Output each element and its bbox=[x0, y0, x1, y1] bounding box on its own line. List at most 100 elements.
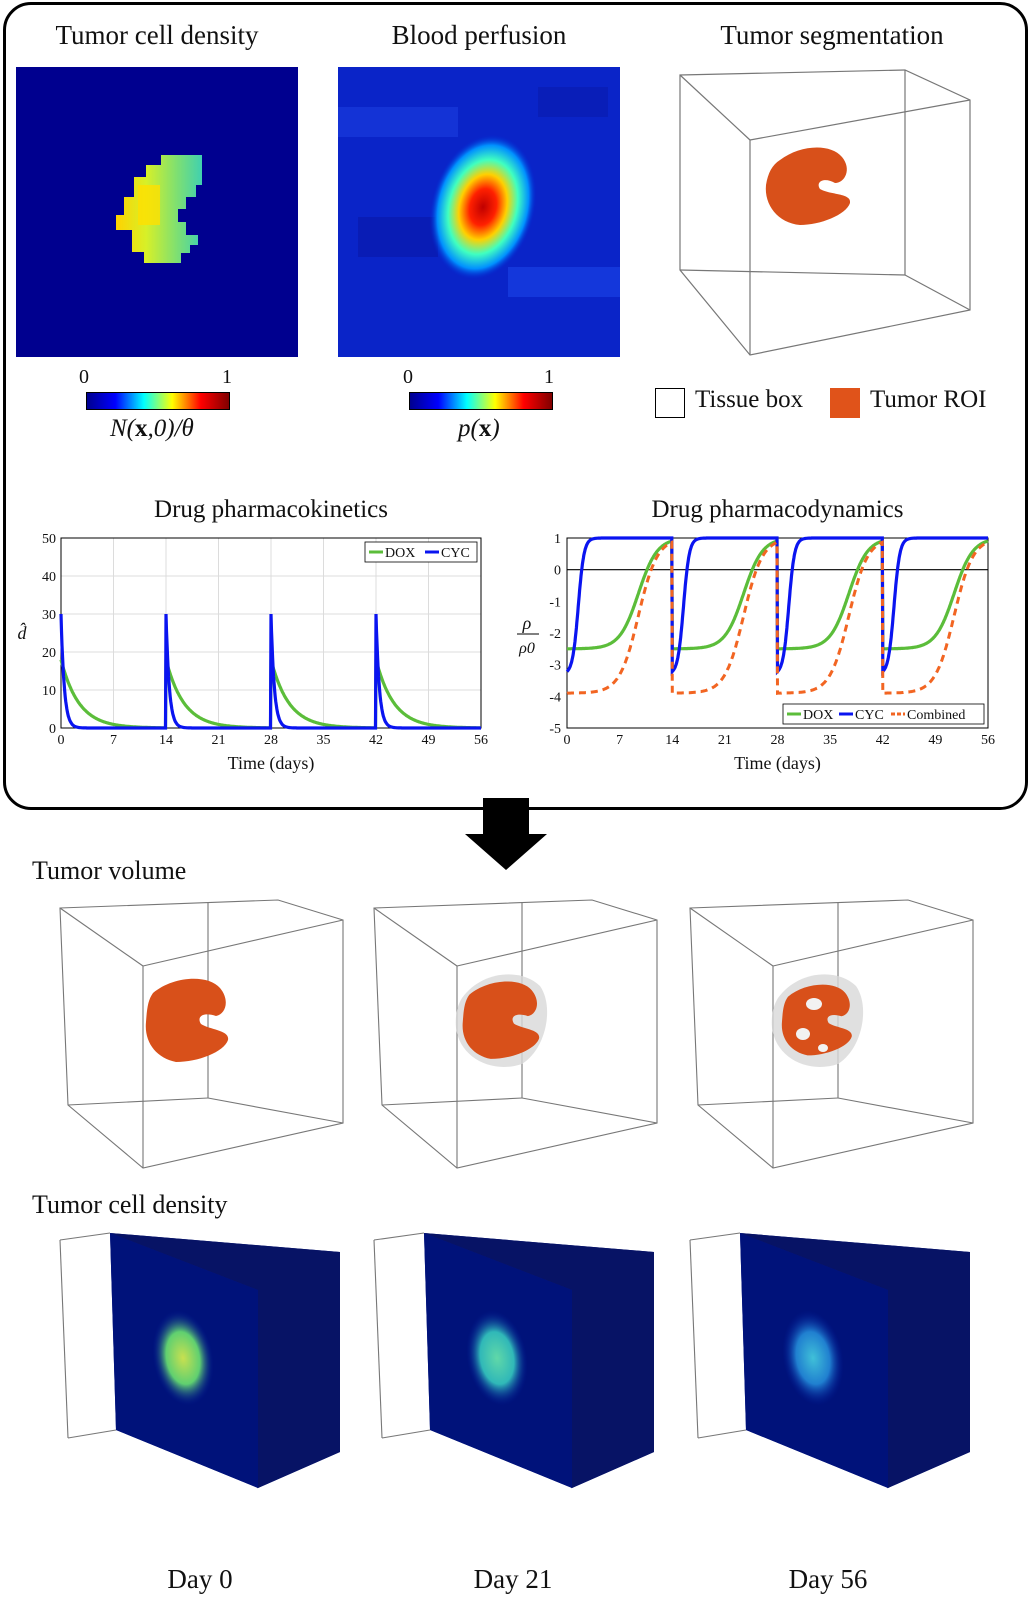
tissue-box-swatch bbox=[655, 388, 685, 418]
density-box-edge bbox=[59, 1232, 111, 1241]
tumor-cell-density-title: Tumor cell density bbox=[55, 20, 259, 50]
pd-xtick: 7 bbox=[616, 733, 623, 748]
pd-legend-cyc: CYC bbox=[855, 708, 884, 723]
pk-ylabel: d̂ bbox=[18, 622, 28, 643]
pd-ylabel-num: ρ bbox=[522, 613, 532, 633]
tumor-hole bbox=[818, 1044, 828, 1052]
pk-title: Drug pharmacokinetics bbox=[154, 496, 388, 523]
pd-ytick: -2 bbox=[549, 627, 561, 642]
pk-xtick: 14 bbox=[159, 733, 173, 748]
tumor-roi-label: Tumor ROI bbox=[870, 386, 987, 413]
pk-legend-box bbox=[364, 541, 478, 563]
density-side-face-1 bbox=[424, 1233, 654, 1488]
tumor-hole bbox=[796, 1028, 810, 1040]
density-box-edge bbox=[59, 1239, 69, 1439]
tumor-density-3d-0 bbox=[59, 1232, 340, 1489]
pk-xtick: 0 bbox=[58, 733, 65, 748]
pd-series-combined bbox=[566, 539, 989, 696]
tumor-hole bbox=[806, 998, 822, 1010]
pk-ytick: 50 bbox=[42, 532, 56, 547]
pk-ytick: 40 bbox=[42, 570, 56, 585]
cb2-colorbar bbox=[409, 392, 553, 410]
pd-xtick: 0 bbox=[564, 733, 571, 748]
pharmacodynamics-chart: Drug pharmacodynamics 0 7 14 21 28 35 42 49 56 -5 -… bbox=[517, 496, 995, 774]
volume-box-edge bbox=[837, 1097, 974, 1124]
tumor-volume-3d-0 bbox=[59, 899, 344, 1169]
pd-xtick: 56 bbox=[981, 733, 995, 748]
volume-box-edge bbox=[521, 1097, 658, 1124]
tumor-volume-3d-1 bbox=[373, 899, 658, 1169]
volume-box-edge bbox=[59, 907, 144, 967]
tumor-cell-density-row-title: Tumor cell density bbox=[32, 1190, 228, 1219]
pd-legend-combined: Combined bbox=[907, 708, 965, 723]
cb1-label: N(x,0)/θ bbox=[110, 415, 194, 442]
pd-legend-box bbox=[782, 703, 985, 725]
volume-box-edge bbox=[67, 1097, 209, 1106]
blood-perfusion-title: Blood perfusion bbox=[391, 20, 567, 50]
pk-xtick: 35 bbox=[317, 733, 331, 748]
pk-series-cyc bbox=[59, 613, 481, 730]
density-side-face-2 bbox=[740, 1233, 970, 1488]
density-blob-0 bbox=[152, 1310, 214, 1406]
pk-xtick: 49 bbox=[422, 733, 436, 748]
pd-xlabel: Time (days) bbox=[734, 753, 821, 774]
density-box-edge bbox=[373, 1239, 383, 1439]
pk-ytick: 10 bbox=[42, 684, 56, 699]
volume-box-edge bbox=[456, 919, 658, 967]
pd-xtick: 49 bbox=[928, 733, 942, 748]
blood-perfusion-map bbox=[338, 67, 620, 357]
volume-box-0 bbox=[59, 899, 344, 1169]
day-label-1: Day 21 bbox=[473, 1564, 553, 1594]
pd-ytick: -5 bbox=[549, 722, 561, 737]
pk-xtick: 42 bbox=[369, 733, 383, 748]
cb2-label: p(x) bbox=[458, 415, 500, 442]
tumor-volume-3d-2 bbox=[689, 899, 974, 1169]
cb1-max: 1 bbox=[222, 366, 232, 388]
tumor-density-3d-1 bbox=[373, 1232, 654, 1489]
tumor-roi-swatch bbox=[830, 388, 860, 418]
volume-box-edge bbox=[772, 919, 974, 967]
pk-ytick: 30 bbox=[42, 608, 56, 623]
cb1-colorbar bbox=[86, 392, 230, 410]
volume-box-1 bbox=[373, 899, 658, 1169]
volume-box-edge bbox=[697, 1097, 839, 1106]
pk-xtick: 28 bbox=[264, 733, 278, 748]
pd-ytick: -1 bbox=[549, 595, 561, 610]
pk-xtick: 7 bbox=[110, 733, 117, 748]
volume-box-edge bbox=[207, 1097, 344, 1124]
pharmacokinetics-chart: Drug pharmacokinetics 0 7 14 21 28 35 42 49 56 0 10… bbox=[18, 496, 489, 774]
pd-xtick: 14 bbox=[665, 733, 679, 748]
density-box-edge bbox=[697, 1429, 747, 1439]
density-side-face-0 bbox=[110, 1233, 340, 1488]
pd-xtick: 35 bbox=[823, 733, 837, 748]
density-blob-1 bbox=[466, 1310, 528, 1406]
volume-box-edge bbox=[142, 919, 344, 967]
density-box-edge bbox=[373, 1232, 425, 1241]
tumor-density-3d-2 bbox=[689, 1232, 970, 1489]
volume-box-2 bbox=[689, 899, 974, 1169]
tumor-volume-title: Tumor volume bbox=[32, 856, 187, 885]
volume-box-edge bbox=[373, 907, 458, 967]
pd-xtick: 42 bbox=[876, 733, 890, 748]
pk-legend-dox: DOX bbox=[385, 546, 415, 561]
volume-box-edge bbox=[381, 1097, 523, 1106]
pd-ytick: -4 bbox=[549, 690, 561, 705]
density-blob-2 bbox=[782, 1310, 844, 1406]
density-box-edge bbox=[689, 1232, 741, 1241]
pd-ytick: -3 bbox=[549, 659, 561, 674]
density-box-edge bbox=[67, 1429, 117, 1439]
density-box-edge bbox=[689, 1239, 699, 1439]
pd-ytick: 0 bbox=[554, 564, 561, 579]
pd-xtick: 21 bbox=[718, 733, 732, 748]
cb2-min: 0 bbox=[403, 366, 413, 388]
pd-title: Drug pharmacodynamics bbox=[651, 496, 903, 523]
tumor-segmentation-title: Tumor segmentation bbox=[720, 20, 944, 50]
volume-box-edge bbox=[689, 907, 774, 967]
pd-ylabel-den: ρ0 bbox=[518, 640, 535, 657]
pk-legend-cyc: CYC bbox=[441, 546, 470, 561]
pd-ytick: 1 bbox=[554, 532, 561, 547]
down-arrow-icon bbox=[465, 798, 547, 870]
pd-legend-dox: DOX bbox=[803, 708, 833, 723]
cb1-min: 0 bbox=[79, 366, 89, 388]
pk-ytick: 0 bbox=[49, 722, 56, 737]
